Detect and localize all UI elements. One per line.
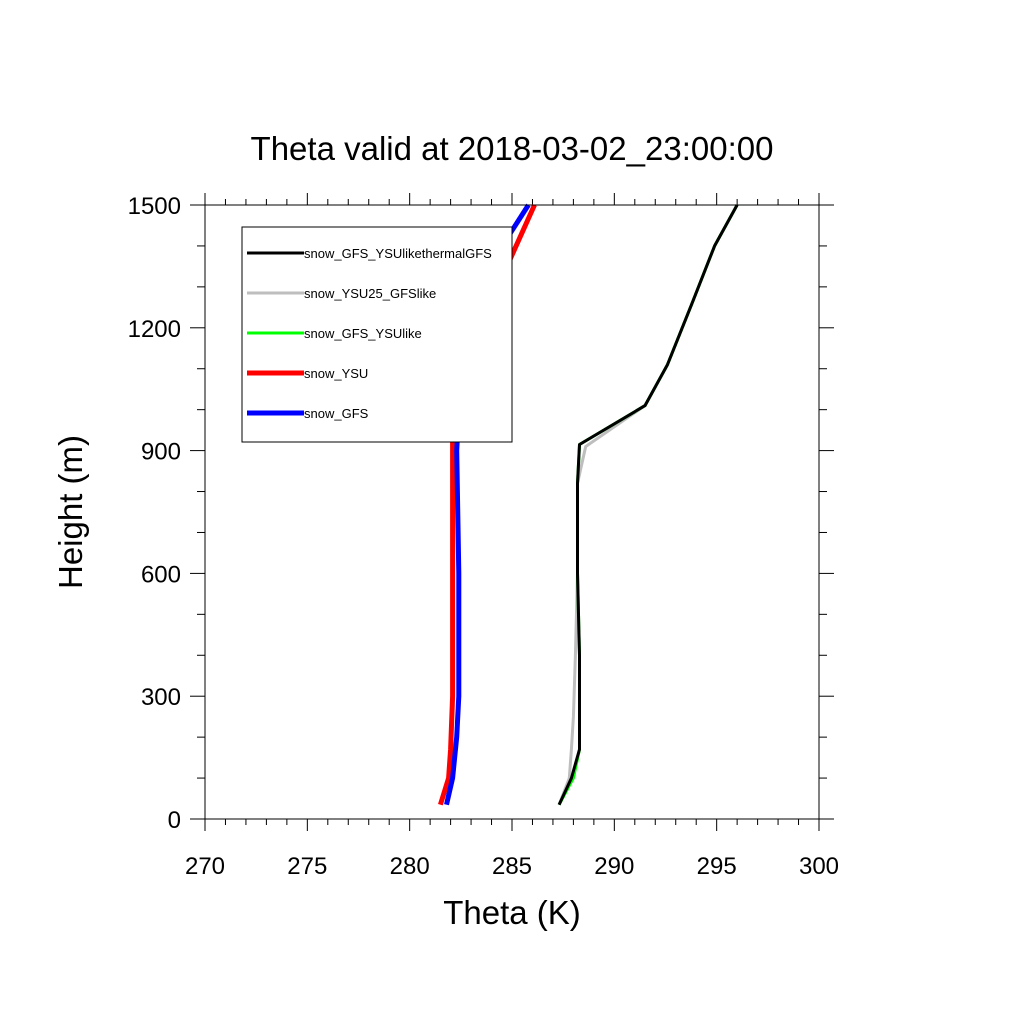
legend-label: snow_GFS xyxy=(304,406,369,421)
plot-frame xyxy=(204,204,820,820)
y-tick-label: 1200 xyxy=(128,316,181,343)
y-tick-label: 600 xyxy=(141,561,181,588)
legend-label: snow_YSU25_GFSlike xyxy=(304,286,436,301)
x-tick-label: 285 xyxy=(492,853,532,880)
legend: snow_GFS_YSUlikethermalGFS snow_YSU25_GFS… xyxy=(241,226,513,443)
x-tick-label: 270 xyxy=(185,853,225,880)
y-axis-title: Height (m) xyxy=(52,435,89,589)
x-axis-title: Theta (K) xyxy=(443,894,581,931)
legend-label: snow_YSU xyxy=(304,366,368,381)
x-tick-label: 290 xyxy=(594,853,634,880)
y-tick-label: 300 xyxy=(141,684,181,711)
y-tick-label: 0 xyxy=(168,807,181,834)
y-tick-label: 1500 xyxy=(128,193,181,220)
legend-label: snow_GFS_YSUlike xyxy=(304,326,422,341)
axis-ticks: 270 275 280 285 290 295 300 0 300 600 900 1200 1500 xyxy=(128,193,839,880)
x-tick-label: 300 xyxy=(799,853,839,880)
x-tick-label: 295 xyxy=(697,853,737,880)
x-tick-label: 280 xyxy=(390,853,430,880)
x-tick-label: 275 xyxy=(287,853,327,880)
y-tick-label: 900 xyxy=(141,439,181,466)
chart-title: Theta valid at 2018-03-02_23:00:00 xyxy=(251,130,774,167)
legend-label: snow_GFS_YSUlikethermalGFS xyxy=(304,246,492,261)
series-line-snow_GFS_YSUlikethermalGFS xyxy=(557,204,739,806)
